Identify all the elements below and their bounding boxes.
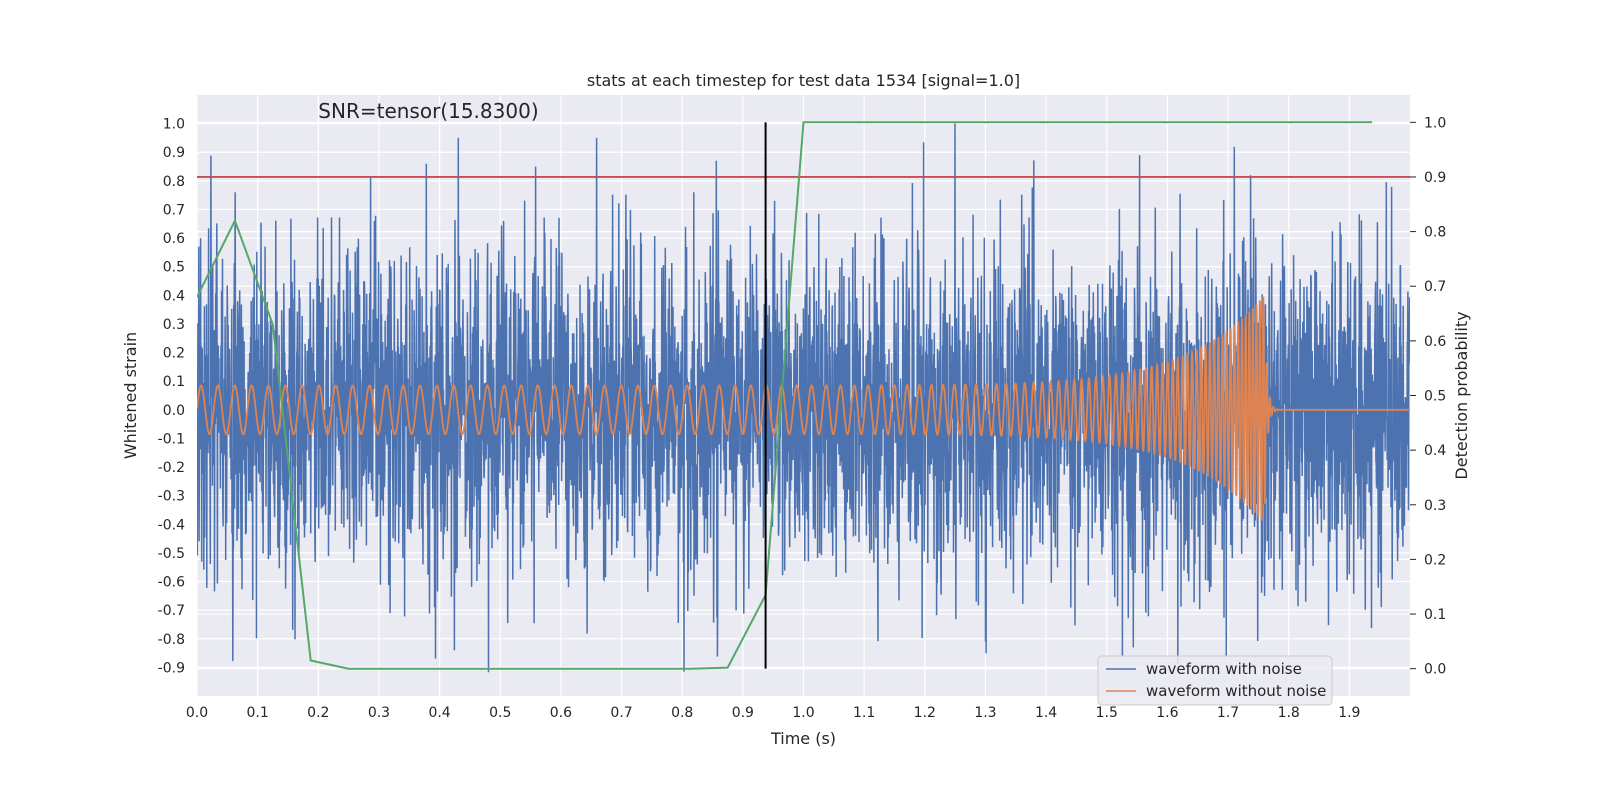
- y-right-tick-label: 0.8: [1424, 225, 1446, 241]
- legend-box: [1097, 655, 1333, 706]
- y-right-tick-label: 0.0: [1424, 662, 1446, 678]
- x-tick-label: 0.5: [489, 705, 511, 721]
- y-tick-label: -0.7: [158, 603, 185, 619]
- legend: waveform with noise waveform without noi…: [1097, 655, 1333, 706]
- y-tick-label: 0.7: [163, 202, 185, 218]
- legend-label-noise: waveform with noise: [1146, 660, 1302, 678]
- y-right-tick-label: 0.1: [1424, 607, 1446, 623]
- x-tick-label: 1.6: [1156, 705, 1178, 721]
- y-tick-label: -0.8: [158, 632, 185, 648]
- y-right-tick-label: 0.9: [1424, 170, 1446, 186]
- chart-title: stats at each timestep for test data 153…: [587, 71, 1020, 90]
- x-tick-label: 0.6: [550, 705, 572, 721]
- x-axis-label: Time (s): [770, 729, 836, 748]
- x-tick-label: 0.8: [671, 705, 693, 721]
- y-tick-label: 0.4: [163, 288, 185, 304]
- x-tick-label: 1.3: [974, 705, 996, 721]
- legend-label-clean: waveform without noise: [1146, 682, 1326, 700]
- y-tick-label: -0.4: [158, 517, 185, 533]
- y-right-tick-label: 0.3: [1424, 498, 1446, 514]
- y-right-tick-label: 1.0: [1424, 115, 1446, 131]
- y-right-tick-label: 0.5: [1424, 389, 1446, 405]
- x-tick-label: 1.8: [1278, 705, 1300, 721]
- y-right-tick-label: 0.4: [1424, 443, 1446, 459]
- y-tick-label: 0.2: [163, 346, 185, 362]
- y-tick-label: 0.0: [163, 403, 185, 419]
- y-tick-label: -0.3: [158, 489, 185, 505]
- y-tick-label: -0.1: [158, 431, 185, 447]
- x-tick-label: 1.9: [1338, 705, 1360, 721]
- x-tick-label: 1.1: [853, 705, 875, 721]
- y-axis-right-label: Detection probability: [1452, 311, 1471, 479]
- y-tick-label: -0.5: [158, 546, 185, 562]
- series-waveform-without-noise: [197, 296, 1410, 521]
- series-detection-probability: [197, 121, 1373, 670]
- x-tick-label: 0.7: [610, 705, 632, 721]
- x-tick-label: 0.3: [368, 705, 390, 721]
- y-right-tick-label: 0.6: [1424, 334, 1446, 350]
- y-right-tick-label: 0.7: [1424, 279, 1446, 295]
- y-tick-label: 0.9: [163, 145, 185, 161]
- y-axis-ticks: -0.9 -0.8 -0.7 -0.6 -0.5 -0.4 -0.3 -0.2 -0.1 0.0 0…: [158, 117, 185, 677]
- x-tick-label: 1.4: [1035, 705, 1057, 721]
- y-axis-right-ticks: 0.0 0.1 0.2 0.3 0.4 0.5 0.6 0.7 0.8 0.9 1.0: [1410, 115, 1446, 678]
- x-tick-label: 1.2: [914, 705, 936, 721]
- x-axis-ticks: 0.0 0.1 0.2 0.3 0.4 0.5 0.6 0.7 0.8 0.9 1.0 1.1 1.2 1…: [186, 705, 1361, 721]
- x-tick-label: 0.9: [732, 705, 754, 721]
- y-tick-label: 0.5: [163, 260, 185, 276]
- y-tick-label: -0.9: [158, 660, 185, 676]
- series-waveform-with-noise: [197, 123, 1410, 673]
- y-tick-label: 1.0: [163, 117, 185, 133]
- x-tick-label: 0.4: [428, 705, 450, 721]
- x-tick-label: 0.0: [186, 705, 208, 721]
- x-tick-label: 0.1: [247, 705, 269, 721]
- y-tick-label: -0.6: [158, 575, 185, 591]
- x-tick-label: 0.2: [307, 705, 329, 721]
- x-tick-label: 1.7: [1217, 705, 1239, 721]
- snr-annotation: SNR=tensor(15.8300): [318, 99, 538, 123]
- y-axis-label: Whitened strain: [121, 332, 140, 459]
- y-tick-label: -0.2: [158, 460, 185, 476]
- y-right-tick-label: 0.2: [1424, 552, 1446, 568]
- y-tick-label: 0.6: [163, 231, 185, 247]
- series-layer: [197, 121, 1410, 673]
- y-tick-label: 0.8: [163, 174, 185, 190]
- x-tick-label: 1.0: [792, 705, 814, 721]
- x-tick-label: 1.5: [1096, 705, 1118, 721]
- y-tick-label: 0.3: [163, 317, 185, 333]
- y-tick-label: 0.1: [163, 374, 185, 390]
